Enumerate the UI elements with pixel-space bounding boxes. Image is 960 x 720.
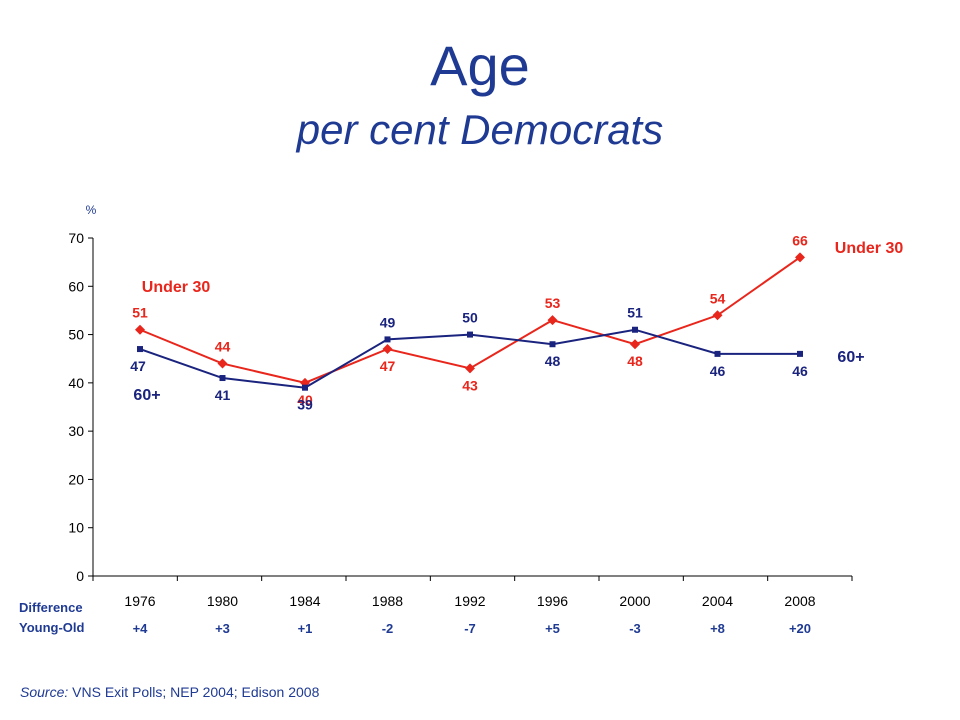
data-point-60-plus xyxy=(384,336,391,343)
data-label-under-30: 44 xyxy=(215,339,231,355)
difference-value: -7 xyxy=(464,621,476,636)
page-subtitle: per cent Democrats xyxy=(296,106,664,153)
data-point-under-30 xyxy=(630,339,640,350)
data-point-under-30 xyxy=(795,252,805,263)
y-tick-label: 70 xyxy=(68,230,84,246)
data-point-60-plus xyxy=(549,341,556,348)
series-label-under-30-right: Under 30 xyxy=(835,240,904,257)
y-tick-label: 0 xyxy=(76,568,84,584)
data-label-under-30: 43 xyxy=(462,377,478,393)
y-axis-unit: % xyxy=(86,203,97,217)
young-old-label: Young-Old xyxy=(19,620,85,635)
y-tick-label: 60 xyxy=(68,278,84,294)
difference-value: +3 xyxy=(215,621,230,636)
series-label-under-30-left: Under 30 xyxy=(142,279,211,296)
data-point-60-plus xyxy=(302,384,308,391)
y-tick-label: 20 xyxy=(68,471,84,487)
data-label-60-plus: 48 xyxy=(545,353,561,369)
x-tick-label: 2000 xyxy=(619,593,650,609)
source-prefix: Source: xyxy=(20,684,69,700)
y-tick-label: 10 xyxy=(68,520,84,536)
data-point-under-30 xyxy=(547,315,558,326)
data-label-60-plus: 41 xyxy=(215,387,231,403)
difference-value: -3 xyxy=(629,621,641,636)
difference-value: +20 xyxy=(789,621,811,636)
data-point-60-plus xyxy=(137,346,143,353)
difference-value: +1 xyxy=(298,621,313,636)
x-tick-label: 1992 xyxy=(454,593,485,609)
y-tick-label: 30 xyxy=(68,423,84,439)
data-label-under-30: 53 xyxy=(545,295,561,311)
data-label-60-plus: 51 xyxy=(627,305,643,321)
page-title: Age xyxy=(430,34,530,97)
source-note: Source: VNS Exit Polls; NEP 2004; Edison… xyxy=(20,684,319,700)
data-point-60-plus xyxy=(219,375,226,382)
data-label-under-30: 40 xyxy=(297,392,313,408)
x-tick-label: 2004 xyxy=(702,593,733,609)
data-label-60-plus: 49 xyxy=(380,314,396,330)
data-label-60-plus: 46 xyxy=(792,363,808,379)
x-tick-label: 1984 xyxy=(289,593,320,609)
x-tick-label: 1996 xyxy=(537,593,568,609)
data-label-60-plus: 39 xyxy=(297,397,313,413)
y-tick-label: 40 xyxy=(68,375,84,391)
difference-value: +8 xyxy=(710,621,725,636)
data-label-60-plus: 50 xyxy=(462,310,478,326)
data-point-60-plus xyxy=(714,350,721,357)
y-tick-label: 50 xyxy=(68,327,84,343)
data-point-under-30 xyxy=(382,344,393,355)
series-label-60-plus-right: 60+ xyxy=(837,349,864,366)
x-tick-label: 1980 xyxy=(207,593,238,609)
data-point-60-plus xyxy=(632,326,638,333)
data-point-under-30 xyxy=(217,358,228,369)
data-label-60-plus: 46 xyxy=(710,363,726,379)
data-label-under-30: 48 xyxy=(627,353,643,369)
data-point-under-30 xyxy=(135,324,145,335)
x-tick-label: 1976 xyxy=(124,593,155,609)
difference-value: +4 xyxy=(133,621,149,636)
series-label-60-plus-left: 60+ xyxy=(133,387,160,404)
data-label-60-plus: 47 xyxy=(130,358,146,374)
difference-value: -2 xyxy=(382,621,394,636)
data-label-under-30: 54 xyxy=(710,290,726,306)
data-label-under-30: 51 xyxy=(132,305,148,321)
data-point-60-plus xyxy=(467,331,473,338)
difference-value: +5 xyxy=(545,621,560,636)
x-tick-label: 2008 xyxy=(784,593,815,609)
difference-label: Difference xyxy=(19,600,83,615)
data-point-under-30 xyxy=(712,310,723,321)
data-label-under-30: 66 xyxy=(792,232,808,248)
data-label-under-30: 47 xyxy=(380,358,396,374)
data-point-under-30 xyxy=(465,363,475,374)
data-point-60-plus xyxy=(797,350,803,357)
source-text: VNS Exit Polls; NEP 2004; Edison 2008 xyxy=(68,684,320,700)
x-tick-label: 1988 xyxy=(372,593,403,609)
